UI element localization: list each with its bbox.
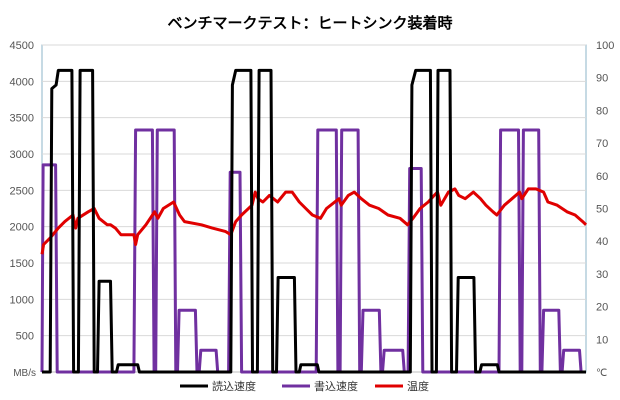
y-left-unit: MB/s (13, 368, 36, 379)
y-right-tick-label: 100 (596, 40, 614, 52)
y-right-tick-label: 60 (596, 171, 608, 183)
series-line-2 (42, 189, 586, 254)
series-line-0 (42, 70, 586, 372)
y-right-tick-label: 90 (596, 73, 608, 85)
y-left-tick-label: 1500 (10, 258, 34, 270)
chart-title: ベンチマークテスト：ヒートシンク装着時 (167, 14, 452, 32)
y-left-tick-label: 3500 (10, 113, 34, 125)
y-right-tick-label: 30 (596, 269, 608, 281)
y-left-tick-label: 4000 (10, 76, 34, 88)
y-left-tick-label: 2500 (10, 185, 34, 197)
y-right-tick-label: 10 (596, 334, 608, 346)
y-right-tick-label: 70 (596, 138, 608, 150)
legend-item-2: 温度 (375, 379, 429, 393)
y-right-tick-label: 80 (596, 105, 608, 117)
legend-label: 読込速度 (212, 379, 256, 393)
y-left-tick-label: 2000 (10, 222, 34, 234)
legend-item-0: 読込速度 (180, 379, 256, 393)
y-left-tick-label: 1000 (10, 294, 34, 306)
legend-label: 書込速度 (314, 379, 358, 393)
legend-label: 温度 (407, 379, 429, 393)
y-right-tick-label: 20 (596, 302, 608, 314)
y-right-tick-label: 50 (596, 204, 608, 216)
y-left-tick-label: 500 (16, 331, 34, 343)
plot-area-border (42, 45, 586, 372)
y-right-tick-label: 40 (596, 236, 608, 248)
y-left-tick-label: 4500 (10, 40, 34, 52)
legend-item-1: 書込速度 (282, 379, 358, 393)
y-left-tick-label: 3000 (10, 149, 34, 161)
y-right-unit: ℃ (596, 368, 607, 379)
